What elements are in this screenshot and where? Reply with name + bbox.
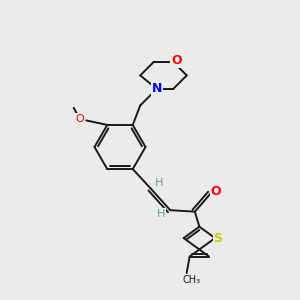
Text: S: S <box>214 232 223 244</box>
Text: O: O <box>211 185 221 198</box>
Text: CH₃: CH₃ <box>182 274 200 285</box>
Text: O: O <box>171 54 181 67</box>
Text: O: O <box>75 114 84 124</box>
Text: N: N <box>152 82 162 95</box>
Text: H: H <box>157 209 165 219</box>
Text: H: H <box>155 178 163 188</box>
